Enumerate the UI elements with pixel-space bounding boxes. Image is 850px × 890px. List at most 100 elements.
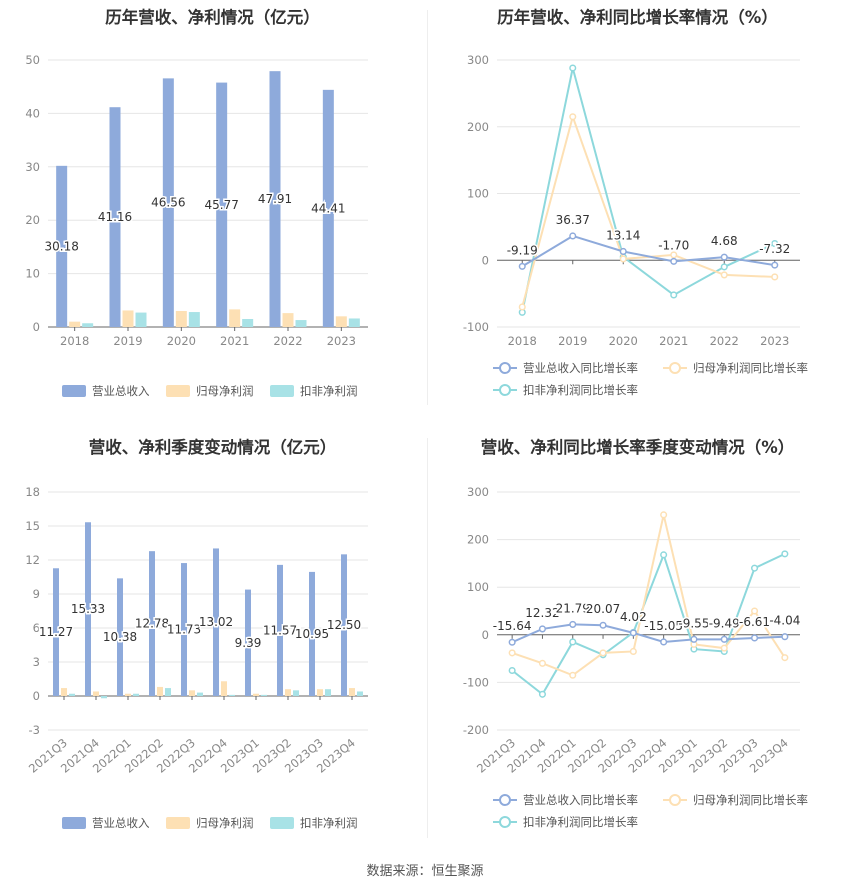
bar-revenue	[85, 522, 91, 696]
data-point	[599, 649, 607, 657]
bar-net-profit	[253, 693, 259, 696]
quarterly-revenue-profit-chart: -303691215182021Q32021Q42022Q12022Q22022…	[25, 485, 368, 830]
bar-revenue	[216, 82, 228, 328]
y-tick-label: 18	[25, 485, 40, 499]
bar-deducted-profit	[293, 690, 299, 696]
legend-label: 营业总收入	[92, 384, 150, 398]
y-tick-label: 20	[25, 213, 40, 227]
data-point	[670, 291, 678, 299]
bar-deducted-profit	[188, 312, 200, 327]
bar-deducted-profit	[348, 318, 360, 327]
data-point	[619, 247, 627, 256]
legend-marker	[499, 362, 511, 374]
legend-label: 扣非净利润同比增长率	[523, 383, 638, 397]
data-point	[670, 257, 678, 265]
bar-revenue	[162, 78, 174, 327]
bar-net-profit	[122, 310, 134, 327]
data-point	[720, 253, 728, 261]
series-line	[511, 514, 786, 677]
bar-deducted-profit	[242, 318, 254, 327]
bar-net-profit	[189, 690, 195, 696]
x-tick-label: 2019	[558, 334, 587, 348]
data-label: 11.57	[263, 623, 297, 637]
data-label: -9.19	[507, 243, 538, 257]
data-label: 10.38	[103, 630, 137, 644]
bar-deducted-profit	[197, 692, 203, 696]
data-point	[629, 647, 637, 656]
bar-revenue	[53, 568, 59, 696]
data-point	[538, 690, 546, 698]
data-point	[569, 638, 577, 646]
bar-deducted-profit	[325, 689, 331, 696]
legend-swatch	[62, 385, 86, 397]
data-label: -7.32	[759, 242, 790, 256]
bar-net-profit	[93, 691, 99, 696]
legend-label: 营业总收入	[92, 816, 150, 830]
data-label: 41.16	[98, 210, 132, 224]
data-point	[670, 251, 678, 259]
legend-marker	[499, 384, 511, 396]
data-point	[569, 64, 577, 72]
bar-revenue	[213, 548, 219, 696]
x-tick-label: 2020	[609, 334, 638, 348]
y-tick-label: 3	[33, 655, 40, 669]
data-point	[569, 232, 577, 240]
data-point	[518, 303, 526, 311]
bar-net-profit	[125, 693, 131, 696]
data-point	[569, 620, 577, 628]
legend-marker	[499, 794, 511, 806]
quarterly-growth-panel: 营收、净利同比增长率季度变动情况（%） -200 -100 0 100 200 300 20…	[425, 430, 850, 860]
data-point	[771, 261, 779, 269]
bar-net-profit	[349, 688, 355, 696]
bar-revenue	[245, 589, 251, 696]
bar-net-profit	[317, 689, 323, 696]
data-label: 11.73	[167, 623, 201, 637]
data-point	[751, 564, 759, 572]
bar-net-profit	[229, 309, 241, 327]
series-line	[521, 234, 775, 268]
data-label: 13.14	[606, 228, 640, 242]
annual-growth-chart: -100 0 100 200 300 2018 2019 2020 2021 2022 2023 -9…	[463, 53, 808, 397]
legend-swatch	[270, 385, 294, 397]
series-line	[521, 67, 776, 313]
data-point	[720, 271, 728, 279]
bar-deducted-profit	[135, 312, 147, 327]
legend-marker	[499, 816, 511, 828]
bar-deducted-profit	[82, 323, 94, 327]
y-tick-label: 0	[482, 628, 489, 642]
series-line	[511, 623, 785, 644]
x-tick-label: 2023	[760, 334, 789, 348]
bar-net-profit	[175, 310, 187, 327]
data-point	[781, 550, 789, 558]
data-point	[720, 644, 728, 652]
y-tick-label: 30	[25, 160, 40, 174]
legend-marker	[669, 794, 681, 806]
data-point	[751, 634, 759, 642]
bar-revenue	[117, 578, 123, 696]
data-label: 4.68	[711, 234, 738, 248]
data-point	[781, 633, 789, 641]
data-point	[508, 638, 516, 646]
legend-label: 营业总收入同比增长率	[523, 361, 638, 375]
y-tick-label: 10	[25, 267, 40, 281]
bar-deducted-profit	[229, 694, 235, 696]
y-tick-label: 200	[467, 120, 489, 134]
y-tick-label: 0	[482, 253, 489, 267]
chart-title: 历年营收、净利同比增长率情况（%）	[497, 8, 778, 27]
bar-revenue	[309, 571, 315, 696]
x-tick-label: 2018	[508, 334, 537, 348]
bar-revenue	[149, 551, 155, 696]
bar-revenue	[109, 107, 121, 327]
data-point	[771, 240, 779, 248]
x-tick-label: 2022	[273, 334, 302, 348]
y-tick-label: 40	[25, 106, 40, 120]
data-label: 21.79	[556, 601, 590, 615]
data-label: -15.05	[644, 619, 683, 633]
data-label: 15.33	[71, 602, 105, 616]
legend-label: 扣非净利润同比增长率	[523, 815, 638, 829]
data-label: 44.41	[311, 201, 345, 215]
y-tick-label: 100	[467, 187, 489, 201]
y-tick-label: 0	[33, 320, 40, 334]
panel-divider-bottom	[427, 438, 428, 838]
legend-label: 扣非净利润	[300, 816, 358, 830]
